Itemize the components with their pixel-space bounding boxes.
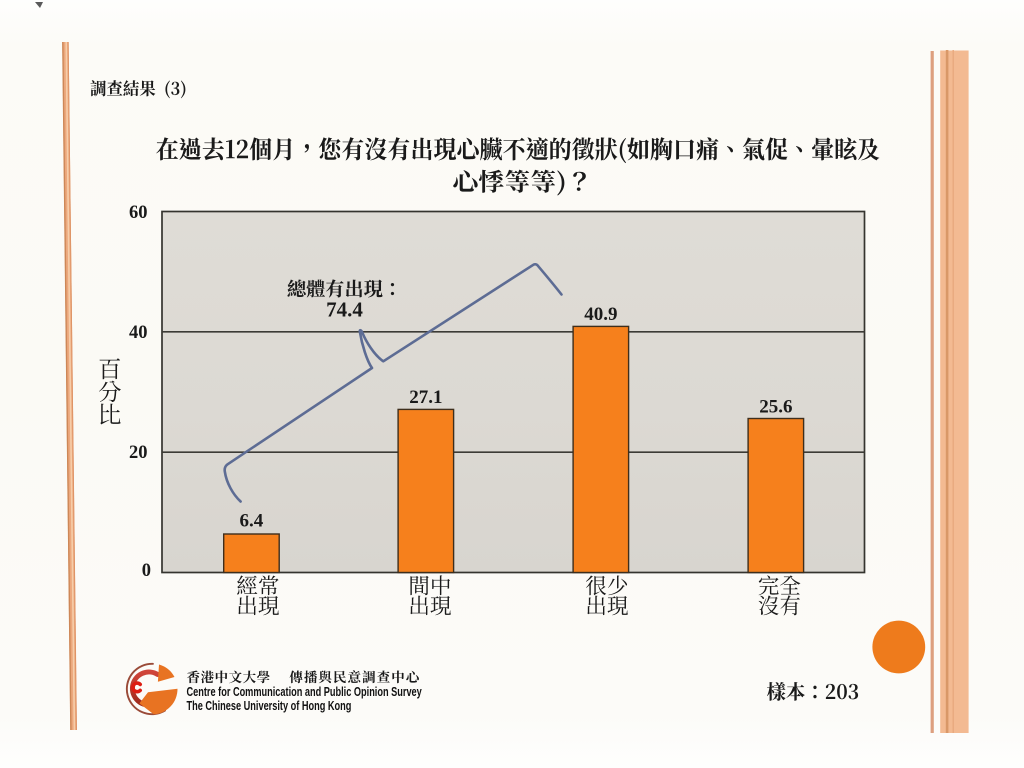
svg-text:The Chinese University of Hong: The Chinese University of Hong Kong bbox=[187, 700, 352, 714]
svg-text:40.9: 40.9 bbox=[584, 304, 617, 325]
svg-text:60: 60 bbox=[129, 203, 148, 223]
svg-text:0: 0 bbox=[142, 561, 151, 581]
svg-text:6.4: 6.4 bbox=[240, 511, 264, 532]
svg-text:40: 40 bbox=[129, 323, 148, 343]
svg-text:25.6: 25.6 bbox=[759, 397, 792, 418]
svg-text:74.4: 74.4 bbox=[326, 298, 363, 322]
svg-text:20: 20 bbox=[129, 443, 148, 463]
svg-text:27.1: 27.1 bbox=[409, 387, 442, 408]
svg-text:Centre for Communication and P: Centre for Communication and Public Opin… bbox=[187, 686, 423, 700]
